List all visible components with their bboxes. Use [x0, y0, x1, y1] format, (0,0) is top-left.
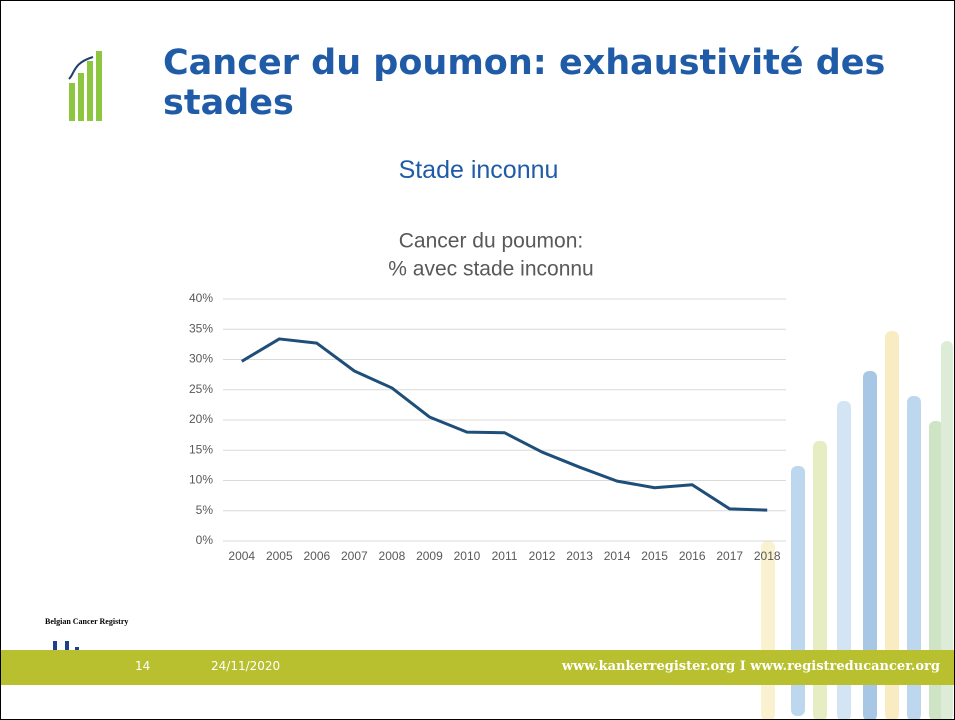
x-tick-label: 2010 [454, 549, 481, 563]
y-tick-label: 25% [189, 382, 213, 396]
x-tick-label: 2011 [492, 549, 518, 563]
x-tick-label: 2014 [604, 549, 631, 563]
x-tick-label: 2016 [679, 549, 706, 563]
y-tick-label: 0% [196, 533, 214, 547]
date: 24/11/2020 [211, 659, 280, 673]
x-tick-label: 2004 [228, 549, 255, 563]
line [242, 339, 767, 510]
x-tick-label: 2012 [529, 549, 556, 563]
x-tick-label: 2007 [341, 549, 368, 563]
x-tick-label: 2009 [416, 549, 443, 563]
chart-title: Cancer du poumon: [399, 230, 583, 253]
y-tick-label: 5% [196, 503, 214, 517]
x-tick-label: 2017 [716, 549, 743, 563]
x-tick-label: 2008 [379, 549, 406, 563]
x-tick-label: 2013 [566, 549, 593, 563]
chart: Cancer du poumon: % avec stade inconnu 0… [1, 1, 954, 601]
chart-title: % avec stade inconnu [388, 258, 593, 281]
logo-text: Belgian Cancer Registry [45, 617, 128, 626]
y-tick-label: 10% [189, 473, 213, 487]
x-tick-label: 2005 [266, 549, 293, 563]
y-tick-label: 15% [189, 442, 213, 456]
slide: Cancer du poumon: exhaustivité des stade… [0, 0, 955, 720]
websites: www.kankerregister.org I www.registreduc… [562, 659, 940, 674]
x-tick-label: 2015 [641, 549, 668, 563]
y-tick-label: 35% [189, 321, 213, 335]
x-tick-label: 2006 [303, 549, 330, 563]
page-number: 14 [135, 659, 150, 673]
y-tick-label: 30% [189, 352, 213, 366]
y-tick-label: 40% [189, 291, 213, 305]
x-tick-label: 2018 [754, 549, 781, 563]
y-tick-label: 20% [189, 412, 213, 426]
